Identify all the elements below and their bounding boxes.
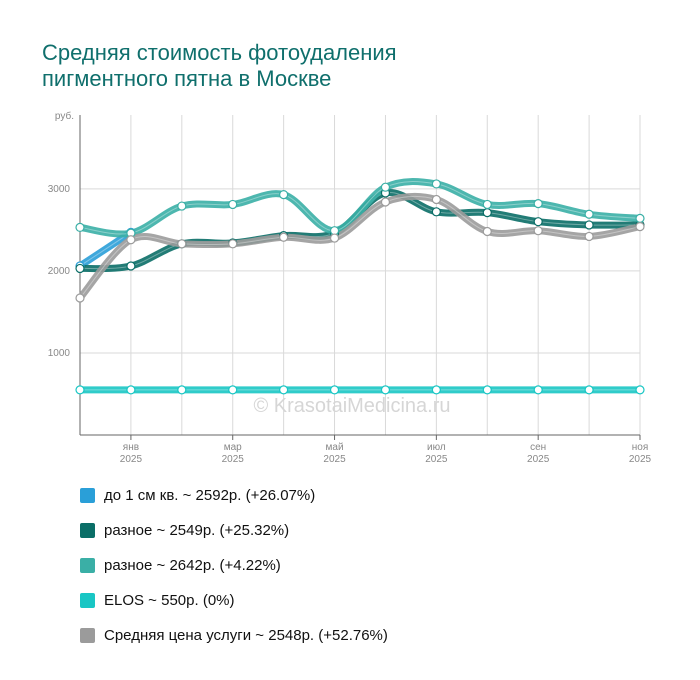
data-point-series-1 bbox=[126, 261, 136, 271]
data-point-series-2 bbox=[75, 222, 85, 233]
x-tick-label-month: ноя bbox=[632, 442, 649, 453]
data-point-series-2 bbox=[279, 189, 289, 200]
x-tick-label-year: 2025 bbox=[120, 454, 143, 465]
axes: 100020003000руб.янв2025мар2025май2025июл… bbox=[48, 110, 652, 465]
data-point-series-3 bbox=[431, 385, 441, 395]
x-tick-label-year: 2025 bbox=[629, 454, 652, 465]
data-point-series-3 bbox=[482, 385, 492, 395]
legend: до 1 см кв. ~ 2592р. (+26.07%) разное ~ 2… bbox=[80, 485, 388, 660]
legend-swatch bbox=[80, 522, 95, 538]
data-point-series-1 bbox=[431, 207, 441, 217]
data-point-series-1 bbox=[533, 217, 543, 227]
legend-swatch bbox=[80, 487, 95, 503]
data-point-series-4 bbox=[584, 231, 594, 242]
legend-label: ELOS ~ 550р. (0%) bbox=[104, 591, 235, 609]
x-tick-label-month: сен bbox=[530, 442, 546, 453]
legend-label: до 1 см кв. ~ 2592р. (+26.07%) bbox=[104, 486, 316, 504]
x-tick-label-year: 2025 bbox=[222, 454, 245, 465]
y-tick-label: 3000 bbox=[48, 184, 71, 195]
chart-title: Средняя стоимость фотоудаления пигментно… bbox=[42, 40, 602, 92]
data-point-series-4 bbox=[126, 235, 136, 245]
x-tick-label-year: 2025 bbox=[323, 454, 346, 465]
legend-swatch bbox=[80, 557, 95, 573]
legend-label: разное ~ 2642р. (+4.22%) bbox=[104, 556, 281, 574]
data-point-series-4 bbox=[533, 226, 543, 236]
x-tick-label-month: янв bbox=[123, 442, 139, 453]
data-point-series-1 bbox=[75, 263, 85, 274]
legend-label: разное ~ 2549р. (+25.32%) bbox=[104, 521, 290, 539]
y-axis-unit: руб. bbox=[55, 110, 74, 122]
data-point-series-2 bbox=[482, 199, 492, 210]
data-point-series-4 bbox=[635, 221, 645, 232]
data-point-series-3 bbox=[279, 385, 289, 395]
line-chart: 100020003000руб.янв2025мар2025май2025июл… bbox=[48, 110, 652, 465]
data-point-series-4 bbox=[431, 194, 441, 205]
data-point-series-3 bbox=[380, 385, 391, 395]
data-point-series-2 bbox=[635, 213, 645, 223]
legend-swatch bbox=[80, 592, 95, 608]
data-point-series-4 bbox=[228, 239, 238, 249]
x-tick-label-month: май bbox=[326, 442, 344, 453]
data-point-series-2 bbox=[533, 199, 543, 209]
x-tick-label-year: 2025 bbox=[527, 454, 550, 465]
data-point-series-2 bbox=[584, 209, 594, 219]
legend-item[interactable]: разное ~ 2642р. (+4.22%) bbox=[80, 555, 388, 575]
watermark: © KrasotaiMedicina.ru bbox=[253, 395, 450, 417]
data-point-series-2 bbox=[431, 179, 441, 189]
x-tick-label-year: 2025 bbox=[425, 454, 448, 465]
points-group bbox=[75, 179, 645, 395]
data-point-series-1 bbox=[584, 220, 594, 230]
data-point-series-3 bbox=[126, 385, 136, 395]
data-point-series-2 bbox=[228, 199, 238, 210]
series-group bbox=[76, 178, 644, 394]
data-point-series-4 bbox=[482, 226, 492, 237]
legend-swatch bbox=[80, 627, 95, 643]
data-point-series-4 bbox=[279, 232, 289, 242]
data-point-series-4 bbox=[329, 233, 340, 243]
data-point-series-1 bbox=[482, 208, 492, 218]
data-point-series-3 bbox=[329, 385, 340, 395]
legend-label: Средняя цена услуги ~ 2548р. (+52.76%) bbox=[104, 626, 388, 644]
chart-title-line-1: Средняя стоимость фотоудаления bbox=[42, 40, 397, 65]
legend-item[interactable]: Средняя цена услуги ~ 2548р. (+52.76%) bbox=[80, 625, 388, 645]
legend-item[interactable]: до 1 см кв. ~ 2592р. (+26.07%) bbox=[80, 485, 388, 505]
y-tick-label: 2000 bbox=[48, 266, 71, 277]
data-point-series-2 bbox=[380, 182, 391, 192]
chart-title-line-2: пигментного пятна в Москве bbox=[42, 66, 332, 91]
data-point-series-3 bbox=[584, 385, 594, 395]
legend-item[interactable]: ELOS ~ 550р. (0%) bbox=[80, 590, 388, 610]
x-tick-label-month: июл bbox=[427, 442, 446, 453]
data-point-series-3 bbox=[533, 385, 543, 395]
grid bbox=[79, 115, 641, 435]
data-point-series-4 bbox=[75, 293, 85, 303]
data-point-series-3 bbox=[75, 385, 85, 395]
x-tick-label-month: мар bbox=[224, 442, 242, 453]
data-point-series-4 bbox=[177, 239, 187, 249]
data-point-series-4 bbox=[380, 197, 391, 207]
legend-item[interactable]: разное ~ 2549р. (+25.32%) bbox=[80, 520, 388, 540]
data-point-series-3 bbox=[177, 385, 187, 395]
data-point-series-2 bbox=[177, 201, 187, 211]
data-point-series-3 bbox=[635, 385, 645, 395]
data-point-series-3 bbox=[228, 385, 238, 395]
y-tick-label: 1000 bbox=[48, 348, 71, 359]
